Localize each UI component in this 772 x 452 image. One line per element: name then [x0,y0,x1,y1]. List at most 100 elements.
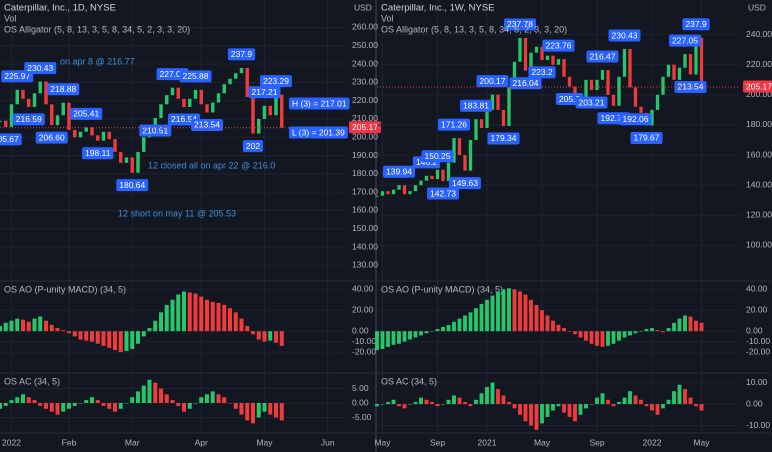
x-tick-label: Sep [589,437,604,447]
y-tick-label: 230.00 [352,77,378,87]
histogram-bar [245,325,250,332]
histogram-bar [617,401,621,405]
histogram-bar [124,403,129,404]
histogram-bar [556,404,561,407]
histogram-bar [512,404,517,409]
y-tick-label: 200.00 [746,89,772,99]
price-label: 179.67 [634,133,660,143]
histogram-bar [9,320,14,332]
histogram-bar [3,322,8,332]
histogram-bar [485,299,489,332]
histogram-bar [95,331,100,344]
histogram-bar [435,404,440,407]
price-label: 206.60 [39,132,65,142]
histogram-bar [694,320,698,332]
histogram-bar [273,331,279,343]
candle [136,151,140,173]
histogram-bar [529,404,533,426]
price-label: 223.29 [263,76,289,86]
indicator-label: OS Alligator (5, 8, 13, 3, 5, 8, 34, 5, … [381,24,567,34]
histogram-bar [424,399,429,405]
histogram-bar [153,382,158,403]
histogram-bar [584,404,588,409]
x-tick-label: May [256,437,273,447]
candle [211,102,215,113]
candle [413,185,418,192]
candle [67,102,71,130]
histogram-bar [26,321,31,332]
histogram-bar [551,404,555,411]
candle [113,139,117,152]
candle [573,86,577,95]
histogram-bar [446,399,451,405]
histogram-bar [164,305,169,332]
label-box [12,113,45,126]
candle [176,87,180,99]
y-tick-label: 0.00 [352,325,369,335]
candle [159,104,163,119]
histogram-bar [628,391,632,405]
price-label: 205.41 [73,109,99,119]
histogram-bar [655,404,660,415]
histogram-bar [474,399,478,405]
candle [474,119,478,140]
histogram-bar [452,321,456,332]
candle [501,109,506,126]
annotation: 12 closed all on apr 22 @ 216.0 [148,160,275,170]
histogram-bar [375,331,379,351]
candle [130,157,134,173]
price-label: 149.63 [452,178,478,188]
histogram-bar [694,404,698,407]
label-box [608,29,641,42]
label-box [35,131,68,144]
y-tick-label: 100.00 [746,240,772,250]
histogram-bar [101,331,106,346]
candle [446,162,451,182]
histogram-bar [633,331,638,334]
histogram-bar [688,397,693,405]
histogram-bar [135,331,141,344]
histogram-bar [20,394,26,403]
x-tick-label: May [374,437,391,447]
candle [551,55,555,65]
histogram-bar [391,331,396,345]
candle [9,104,14,127]
price-label: 200.17 [480,76,506,86]
candle [280,94,284,128]
candle [694,37,698,75]
candle [90,127,94,136]
histogram-bar [545,315,550,332]
candle [21,89,25,99]
histogram-bar [130,397,135,403]
histogram-bar [15,397,20,403]
y-tick-label: -10.00 [352,336,376,346]
histogram-bar [650,404,654,411]
histogram-bar [584,331,588,341]
histogram-bar [222,305,227,332]
histogram-bar [187,292,192,332]
label-box [509,77,542,90]
label-box [70,107,103,120]
histogram-bar [683,389,687,405]
y-tick-label: -20.00 [746,346,770,356]
candle [650,109,654,126]
histogram-bar [556,324,561,332]
histogram-bar [55,403,60,415]
label-box [743,80,772,93]
y-tick-label: 170.00 [352,186,378,196]
histogram-bar [683,315,687,332]
candle [193,89,198,99]
histogram-bar [199,296,204,332]
histogram-bar [397,404,401,407]
histogram-bar [628,331,632,336]
y-tick-label: 5.00 [352,383,369,393]
histogram-bar [118,403,123,409]
y-tick-label: 160.00 [352,205,378,215]
histogram-bar [606,331,610,346]
x-tick-label: Feb [62,437,77,447]
histogram-bar [633,395,638,405]
label-box [289,126,348,139]
pane-title: OS AO (P-unity MACD) (34, 5) [381,284,503,294]
candle [408,191,412,195]
label-box [504,18,536,31]
